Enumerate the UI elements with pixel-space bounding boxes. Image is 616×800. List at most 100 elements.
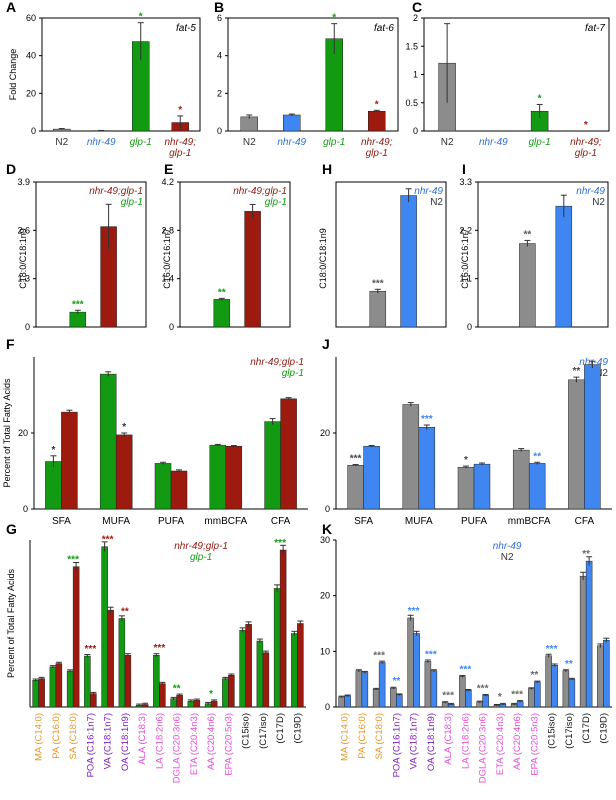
x-label-G-15: (C19D): [292, 713, 303, 744]
sig-star-I-0: **: [524, 229, 532, 240]
bar-G-3-1: [90, 693, 97, 708]
sig-star-F-0-0: *: [51, 445, 55, 456]
bar-G-4-1: [107, 609, 114, 708]
sig-star-G-2: ***: [67, 555, 79, 566]
bar-F-2-0: [154, 463, 172, 510]
legend-I-0: nhr-49: [576, 186, 605, 197]
y-tick-label: 0: [169, 322, 174, 332]
bar-G-0-0: [32, 680, 39, 708]
x-label-B-0: N2: [243, 137, 256, 148]
sig-star-K-13: **: [565, 659, 573, 670]
y-tick-label: 0: [31, 126, 36, 136]
y-tick-label: 2.6: [17, 225, 30, 235]
x-label-F-0: SFA: [52, 516, 71, 527]
legend-G-0: nhr-49;glp-1: [174, 541, 228, 552]
x-label-A-2: glp-1: [130, 137, 152, 148]
y-tick-label: 20: [18, 428, 28, 438]
x-label-K-5: OA (C18:1n9): [426, 713, 437, 771]
bar-K-5-1: [430, 670, 438, 708]
bar-F-2-1: [170, 470, 188, 510]
y-tick-label: 0: [217, 126, 222, 136]
x-label-G-3: POA (C16:1n7): [85, 713, 96, 777]
bar-G-14-1: [279, 549, 287, 708]
y-tick-label: 6: [217, 13, 222, 23]
sig-star-A-3: *: [178, 105, 182, 116]
bar-G-13-0: [256, 640, 264, 708]
y-tick-label: 3.3: [459, 177, 472, 187]
panel-label-B: B: [214, 0, 224, 15]
legend-D-0: nhr-49;glp-1: [89, 186, 143, 197]
sig-star-J-4-0: **: [573, 366, 581, 377]
bar-K-0-0: [338, 696, 345, 708]
sig-star-E-0: **: [218, 287, 226, 298]
bar-F-3-1: [225, 446, 243, 510]
sig-star-K-12: ***: [546, 644, 558, 655]
x-label-G-0: MA (C14:0): [34, 713, 45, 761]
x-label-G-10: AA (C20:4n6): [206, 713, 217, 770]
bar-F-0-0: [45, 461, 62, 510]
x-label-J-1: MUFA: [405, 516, 433, 527]
panel-label-J: J: [322, 336, 330, 352]
bar-K-7-1: [465, 690, 472, 708]
bar-J-0-1: [363, 446, 380, 510]
bar-G-0-1: [38, 678, 45, 708]
panel-label-F: F: [6, 336, 15, 352]
x-label-A-1: nhr-49: [87, 137, 116, 148]
sig-star-K-9: *: [498, 692, 502, 703]
sig-star-A-2: *: [139, 12, 143, 23]
x-label-K-12: (C15iso): [547, 713, 558, 749]
y-tick-label: 30: [320, 535, 330, 545]
x-label-F-4: CFA: [271, 516, 291, 527]
x-label-K-7: LA (C18:2n6): [460, 713, 471, 769]
bar-G-7-1: [159, 683, 166, 708]
legend-D-1: glp-1: [121, 197, 143, 208]
x-label-K-0: MA (C14:0): [340, 713, 351, 761]
bar-B-1: [283, 114, 301, 132]
x-label-K-8: DGLA (C20:3n6): [478, 713, 489, 783]
panel-label-E: E: [164, 161, 173, 177]
x-label-G-9: ETA (C20:4n3): [189, 713, 200, 775]
x-label-K-1: PA (C16:0): [357, 713, 368, 759]
x-label-B-2: glp-1: [323, 137, 345, 148]
bar-G-2-1: [72, 566, 80, 708]
sig-star-J-2-0: *: [464, 455, 468, 466]
y-tick-label: 1.4: [161, 274, 174, 284]
bar-G-1-1: [55, 663, 63, 708]
bar-F-3-0: [209, 444, 227, 510]
bar-G-14-0: [273, 588, 281, 708]
x-label-B-1: nhr-49: [277, 137, 306, 148]
bar-F-0-1: [61, 411, 78, 510]
bar-J-3-1: [528, 463, 546, 510]
sig-star-J-0-0: ***: [350, 454, 362, 465]
bar-G-13-1: [262, 652, 270, 708]
bar-G-4-0: [101, 546, 108, 708]
x-label-F-3: mmBCFA: [204, 516, 247, 527]
x-label-F-1: MUFA: [102, 516, 130, 527]
legend-E-1: glp-1: [265, 197, 287, 208]
y-axis-label-E: C16:0/C16:1n7: [162, 228, 172, 289]
x-label-J-3: mmBCFA: [508, 516, 551, 527]
bar-F-1-1: [115, 434, 133, 510]
bar-K-14-0: [579, 575, 587, 708]
bar-G-8-1: [176, 695, 183, 708]
bar-J-4-1: [584, 364, 601, 510]
sig-star-C-3: *: [584, 120, 588, 131]
x-label-K-3: POA (C16:1n7): [391, 713, 402, 777]
legend-K-0: nhr-49: [493, 541, 522, 552]
bar-G-5-0: [118, 618, 126, 708]
bar-E-0: [213, 299, 231, 328]
gene-name-A: fat-5: [176, 23, 196, 34]
y-tick-label: 0: [25, 322, 30, 332]
y-tick-label: 0: [413, 126, 418, 136]
sig-star-F-1-1: *: [122, 422, 126, 433]
y-tick-label: 2.2: [459, 225, 472, 235]
y-tick-label: 2.8: [161, 225, 174, 235]
bar-K-14-1: [585, 560, 593, 708]
panel-label-K: K: [322, 521, 332, 537]
gene-name-C: fat-7: [585, 23, 605, 34]
panel-label-G: G: [6, 521, 17, 537]
bar-G-2-0: [66, 670, 74, 708]
sig-star-K-5: ***: [425, 649, 437, 660]
bar-K-15-1: [603, 639, 610, 708]
x-label-K-4: VA (C18:1n7): [409, 713, 420, 769]
